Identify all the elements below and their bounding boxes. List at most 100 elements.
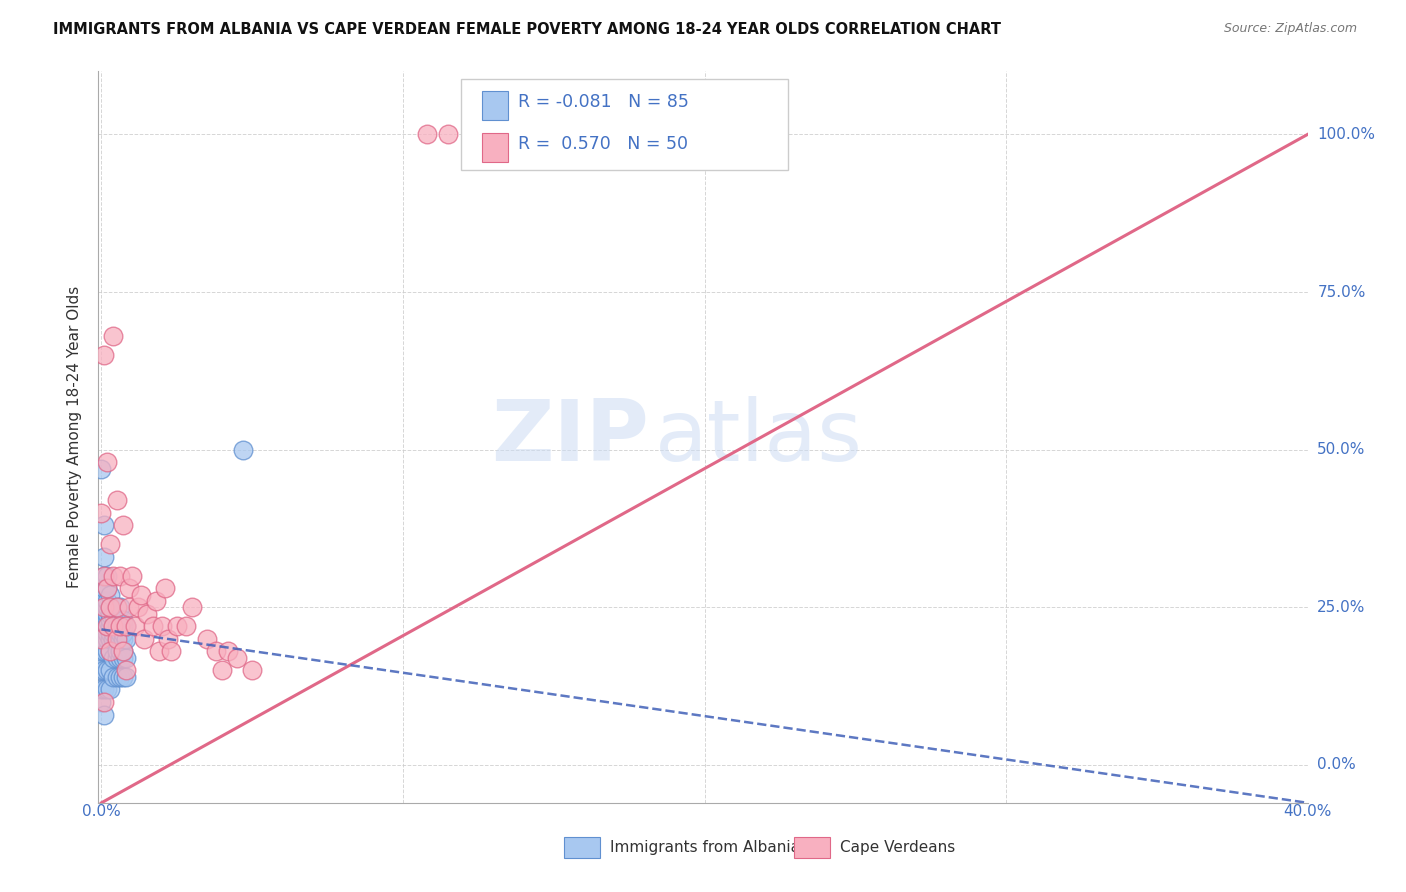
Point: [121, 569, 143, 583]
Point: [105, 600, 128, 615]
Point: [111, 625, 134, 640]
Point: [96, 625, 118, 640]
Point: [103, 569, 125, 583]
Point: [93, 588, 115, 602]
Point: [108, 650, 131, 665]
Point: [226, 650, 249, 665]
Point: [93, 695, 115, 709]
Point: [93, 600, 115, 615]
Point: [174, 619, 197, 633]
Point: [105, 600, 128, 615]
Point: [105, 644, 128, 658]
Point: [135, 607, 157, 621]
Point: [103, 607, 125, 621]
Point: [108, 619, 131, 633]
Point: [103, 632, 125, 646]
Point: [96, 569, 118, 583]
Point: [153, 582, 176, 596]
Point: [96, 594, 118, 608]
Point: [132, 632, 155, 646]
Point: [108, 632, 131, 646]
Point: [416, 128, 439, 142]
Point: [105, 625, 128, 640]
Bar: [793, 838, 830, 858]
Point: [100, 537, 122, 551]
Point: [111, 518, 134, 533]
Point: [100, 600, 122, 615]
Point: [93, 348, 115, 362]
Point: [96, 682, 118, 697]
Text: R =  0.570   N = 50: R = 0.570 N = 50: [517, 135, 688, 153]
Point: [111, 644, 134, 658]
Point: [93, 707, 115, 722]
Text: Immigrants from Albania: Immigrants from Albania: [610, 840, 800, 855]
Point: [195, 632, 218, 646]
Point: [90, 650, 112, 665]
Point: [103, 329, 125, 343]
Point: [103, 619, 125, 633]
Point: [100, 664, 122, 678]
Point: [96, 644, 118, 658]
Point: [166, 619, 188, 633]
Point: [90, 632, 112, 646]
Text: 0.0%: 0.0%: [82, 804, 121, 819]
Point: [90, 682, 112, 697]
Point: [111, 613, 134, 627]
Point: [100, 588, 122, 602]
Point: [90, 619, 112, 633]
Point: [93, 600, 115, 615]
Point: [127, 600, 149, 615]
Point: [96, 632, 118, 646]
Point: [93, 664, 115, 678]
Point: [105, 670, 128, 684]
Point: [211, 664, 233, 678]
Point: [108, 613, 131, 627]
Point: [96, 582, 118, 596]
Point: [180, 600, 202, 615]
Point: [217, 644, 239, 658]
Point: [90, 594, 112, 608]
Point: [156, 632, 179, 646]
Point: [108, 600, 131, 615]
Point: [90, 644, 112, 658]
Point: [100, 632, 122, 646]
Point: [124, 619, 146, 633]
Text: 75.0%: 75.0%: [1317, 285, 1365, 300]
Point: [96, 613, 118, 627]
Bar: [564, 838, 600, 858]
Point: [90, 695, 112, 709]
Point: [90, 461, 112, 475]
Point: [105, 650, 128, 665]
Point: [100, 607, 122, 621]
Point: [114, 619, 136, 633]
Point: [103, 670, 125, 684]
Point: [103, 619, 125, 633]
Point: [93, 569, 115, 583]
Point: [142, 619, 165, 633]
Text: 100.0%: 100.0%: [1317, 127, 1375, 142]
Point: [93, 682, 115, 697]
Point: [150, 619, 173, 633]
Text: 40.0%: 40.0%: [1284, 804, 1331, 819]
Point: [93, 549, 115, 564]
Point: [232, 442, 254, 457]
Point: [100, 644, 122, 658]
Point: [108, 619, 131, 633]
Point: [93, 569, 115, 583]
Point: [93, 632, 115, 646]
Point: [105, 632, 128, 646]
Text: 25.0%: 25.0%: [1317, 599, 1365, 615]
Point: [96, 664, 118, 678]
FancyBboxPatch shape: [461, 78, 787, 170]
Point: [100, 600, 122, 615]
Point: [93, 594, 115, 608]
Point: [90, 625, 112, 640]
Point: [108, 670, 131, 684]
Point: [96, 600, 118, 615]
Point: [93, 613, 115, 627]
Point: [100, 644, 122, 658]
Point: [159, 644, 181, 658]
Point: [90, 613, 112, 627]
Bar: [482, 91, 509, 120]
Point: [90, 664, 112, 678]
